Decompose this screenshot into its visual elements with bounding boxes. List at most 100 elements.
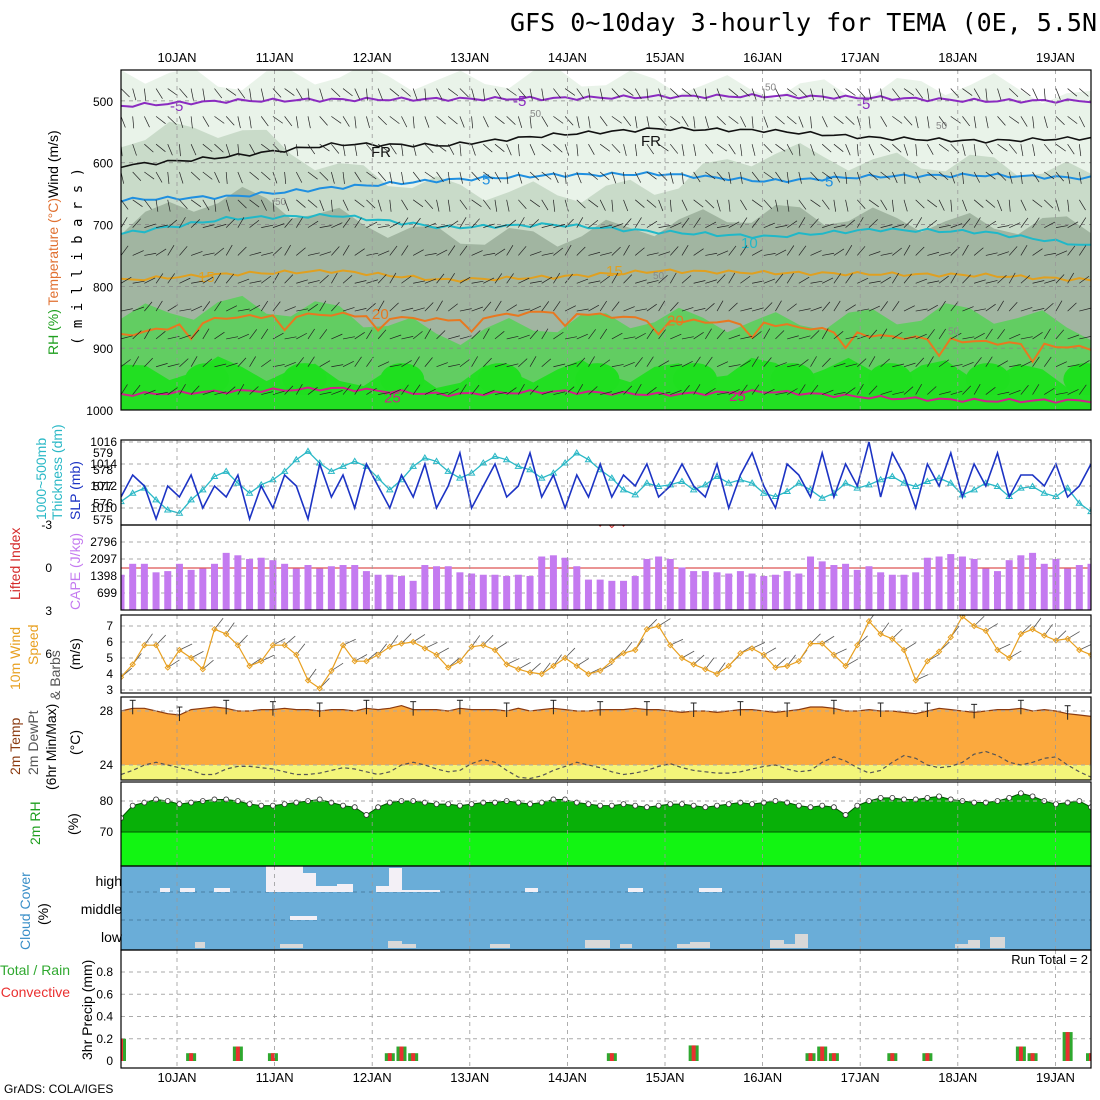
cape-bar <box>175 563 183 610</box>
wind-barb <box>366 116 370 129</box>
wind-barb <box>868 171 879 181</box>
wind-barb <box>974 279 986 284</box>
wind-tick: 6 <box>106 635 113 649</box>
lifted-marker <box>726 511 731 516</box>
wind-barb <box>892 391 905 395</box>
wind-barb <box>471 250 483 256</box>
wind-barb <box>985 88 988 101</box>
wind-barb <box>950 364 963 368</box>
wind-barb <box>775 362 787 368</box>
wind-barb <box>786 272 794 284</box>
wind-barb <box>190 144 197 156</box>
wind-barb <box>646 356 654 367</box>
wind-barb <box>529 305 542 312</box>
wind-barb <box>845 171 848 184</box>
wind-barb <box>553 88 562 99</box>
wind-barb <box>459 245 468 256</box>
rh-marker <box>281 801 288 807</box>
wind-barb <box>541 662 551 675</box>
isotherm--5 <box>121 93 1091 108</box>
wind-barb <box>448 303 458 312</box>
wind-barb <box>436 362 448 368</box>
wind-barb <box>541 116 549 127</box>
wind-barb <box>1032 384 1040 395</box>
ylabel-wind: Wind (m/s) <box>45 130 61 198</box>
wind-marker <box>1029 625 1036 633</box>
wind-barb <box>413 280 426 284</box>
date-label-top: 10JAN <box>157 50 196 65</box>
wind-barb <box>272 199 275 212</box>
wind-barb <box>1020 217 1029 228</box>
rh-marker <box>714 802 720 809</box>
wind-barb <box>915 217 923 228</box>
wind-barb <box>576 217 584 228</box>
rh-marker <box>877 795 884 801</box>
wind-barb <box>202 276 214 284</box>
wind-barb <box>483 389 495 395</box>
wind-barb <box>740 336 753 340</box>
wind-barb <box>658 274 668 284</box>
wind-barb <box>155 224 168 228</box>
wind-barb <box>763 171 774 180</box>
wind-barb <box>121 245 129 256</box>
wind-barb <box>144 171 155 180</box>
wind-barb <box>728 245 737 256</box>
cape-bar <box>888 574 896 610</box>
wind-barb <box>132 171 142 182</box>
wind-barb <box>997 360 1009 368</box>
wind-barb <box>260 199 267 211</box>
wind-barb <box>962 199 968 212</box>
wind-barb <box>144 389 156 395</box>
wind-marker <box>316 685 323 692</box>
wind-barb <box>1067 88 1078 97</box>
cloud-high-bar <box>376 886 389 892</box>
wind-barb <box>588 251 601 256</box>
wind-barb <box>1043 88 1046 101</box>
wind-barb <box>529 356 537 367</box>
wind-barb <box>775 657 787 668</box>
wind-barb <box>974 308 986 312</box>
wind-barb <box>1078 171 1082 184</box>
thickness-marker <box>1016 484 1025 491</box>
date-label-bottom: 18JAN <box>938 1070 977 1085</box>
contour-label: 25 <box>729 388 746 405</box>
wind-barb <box>412 356 420 367</box>
wind-barb <box>564 144 570 156</box>
lifted-marker <box>504 513 509 518</box>
wind-barb <box>973 332 985 340</box>
wind-barb <box>611 223 624 228</box>
cloud-high-bar <box>266 866 303 892</box>
wind-marker <box>573 662 580 670</box>
wind-barb <box>599 300 607 312</box>
wind-barb <box>716 329 726 340</box>
wind-barb <box>214 363 227 368</box>
wind-barb <box>716 88 722 100</box>
cape-bar <box>164 571 172 610</box>
wind-barb <box>786 220 798 228</box>
lifted-marker <box>376 511 381 516</box>
lifted-marker <box>808 501 813 506</box>
cape-bar <box>281 563 289 610</box>
wind-barb <box>588 116 591 129</box>
wind-barb <box>1044 252 1057 256</box>
wind-barb <box>973 615 985 627</box>
rh-blob <box>965 363 1010 396</box>
wind-barb <box>448 388 459 395</box>
wind-barb <box>787 335 799 340</box>
wind-barb <box>132 384 141 395</box>
wind-barb <box>658 251 671 256</box>
wind-barb <box>623 88 634 96</box>
wind-marker <box>456 657 464 665</box>
wind-marker <box>667 641 674 649</box>
wind-barb <box>599 116 608 127</box>
thickness-marker <box>339 462 347 469</box>
wind-barb <box>249 144 256 155</box>
wind-barb <box>623 144 627 156</box>
wind-barb <box>950 116 961 124</box>
wind-barb <box>144 223 156 228</box>
contour-label: 50 <box>530 109 542 120</box>
wind-barb <box>623 336 636 340</box>
wind-barb <box>366 303 376 312</box>
contour-label: FR <box>371 144 391 161</box>
cloud-low-bar <box>784 944 795 948</box>
